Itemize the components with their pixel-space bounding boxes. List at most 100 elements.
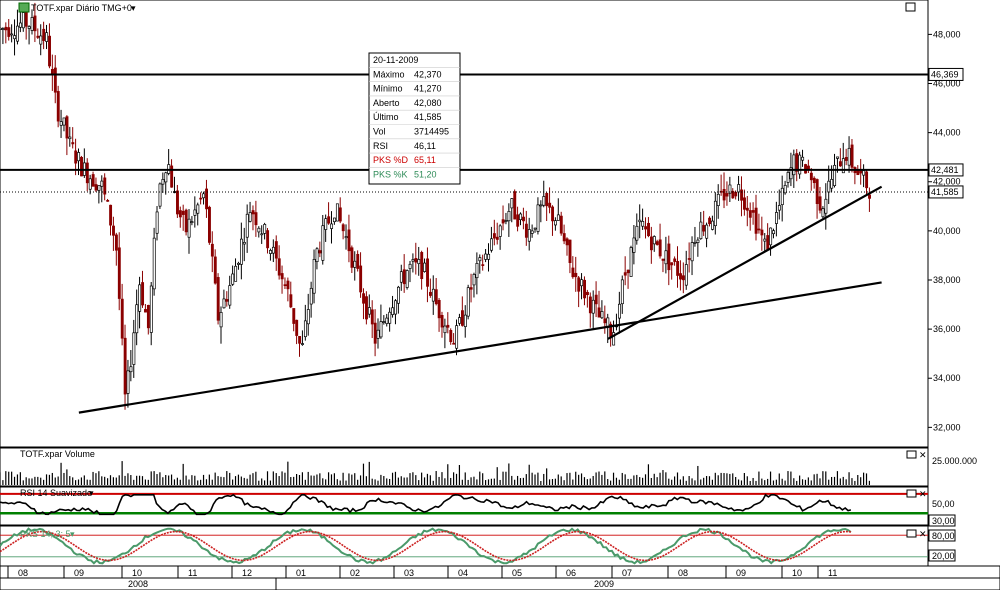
candle-body [626,269,630,274]
info-row-value: 42,080 [414,98,442,108]
info-row-value: 41,270 [414,84,442,94]
candle-body [292,308,296,324]
candle-body [679,273,682,280]
candle-body [431,288,435,302]
info-row-label: Aberto [373,98,400,108]
rsi-close-icon[interactable]: ✕ [919,489,927,499]
candle-body [362,293,366,304]
candle-body [588,296,592,314]
pks-tick-20: 20,00 [932,551,955,561]
candle-body [728,184,732,194]
candle-body [88,178,92,190]
candle-body [766,235,770,250]
candle-body [318,250,322,254]
price-tick-label: 44,000 [933,128,961,138]
candle-body [868,194,871,199]
volume-bars [0,461,871,485]
rsi-dropdown-icon[interactable]: ▾ [89,488,94,498]
month-label: 05 [512,568,522,578]
candle-body [716,193,720,206]
candle-body [443,325,447,334]
candle-body [141,282,145,306]
price-axis: 48,000 46,000 44,000 42,000 40,000 38,000 36,0… [928,29,961,432]
candle-body [440,314,444,328]
price-tick-label: 34,000 [933,373,961,383]
pks-dropdown-icon[interactable]: ▾ [70,529,75,539]
candle-body [126,370,130,394]
candle-body [844,157,848,161]
info-row-value: 42,370 [414,69,442,79]
pks-close-icon[interactable]: ✕ [919,529,927,539]
candle-body [155,211,159,234]
candle-body [757,228,761,231]
candle-body [809,172,813,181]
info-row-value: 46,11 [414,141,436,151]
candle-body [740,189,744,201]
candle-body [830,179,834,189]
candle-body [53,67,57,93]
candle-body [199,197,203,200]
month-label: 11 [828,568,837,578]
candle-body [827,180,831,193]
candle-body [565,238,569,246]
candle-body [91,174,95,187]
candle-body [769,227,773,246]
symbol-badge-icon [18,2,30,13]
candle-body [763,238,767,242]
volume-maximize-icon[interactable] [906,450,917,459]
candle-body [344,236,348,239]
title-dropdown-icon[interactable]: ▾ [131,3,136,13]
candle-body [460,310,464,326]
chart-title[interactable]: TOTF.xpar Diário TMG+0 [31,3,132,13]
candle-body [775,212,778,224]
rsi-pane-title: RSI 14 Suavizado [20,488,92,498]
candle-body [504,220,508,222]
candle-body [161,179,165,185]
candle-body [556,214,560,221]
month-label: 01 [296,568,306,578]
candle-body [699,221,703,240]
candle-body [263,224,267,234]
candle-body [748,210,752,218]
candle-body [583,279,587,299]
candle-body [510,198,514,209]
price-tick-label: 36,000 [933,324,961,334]
pks-pane-title: PKS 14; 3; 5 [20,529,71,539]
maximize-icon[interactable] [905,2,916,12]
candle-body [42,28,46,41]
candle-body [295,319,299,336]
candle-body [365,296,368,320]
rsi-maximize-icon[interactable] [906,489,917,498]
volume-pane-title: TOTF.xpar Volume [20,449,95,459]
candle-body [193,209,197,216]
candle-body [516,214,520,227]
candle-body [687,258,691,260]
candle-body [850,144,854,168]
candle-body [798,154,802,175]
volume-close-icon[interactable]: ✕ [919,450,927,460]
candle-body [449,329,453,343]
candle-body [530,230,534,234]
candle-body [713,200,717,227]
candle-body [664,250,668,265]
candle-body [382,321,386,323]
price-marker-box [928,163,964,177]
candle-body [213,256,217,284]
candle-body [231,273,235,285]
candle-body [495,236,499,240]
pks-maximize-icon[interactable] [906,529,917,538]
candle-body [577,277,581,292]
price-tick-label: 40,000 [933,226,961,236]
candle-body [519,213,523,221]
candle-body [36,35,40,38]
candle-body [475,263,479,279]
candle-body [420,252,424,279]
month-label: 06 [566,568,576,578]
candle-body [71,142,75,145]
candle-body [149,285,153,333]
candle-body [33,15,37,32]
candle-body [181,210,185,215]
candle-body [176,190,179,215]
candle-body [655,241,659,245]
